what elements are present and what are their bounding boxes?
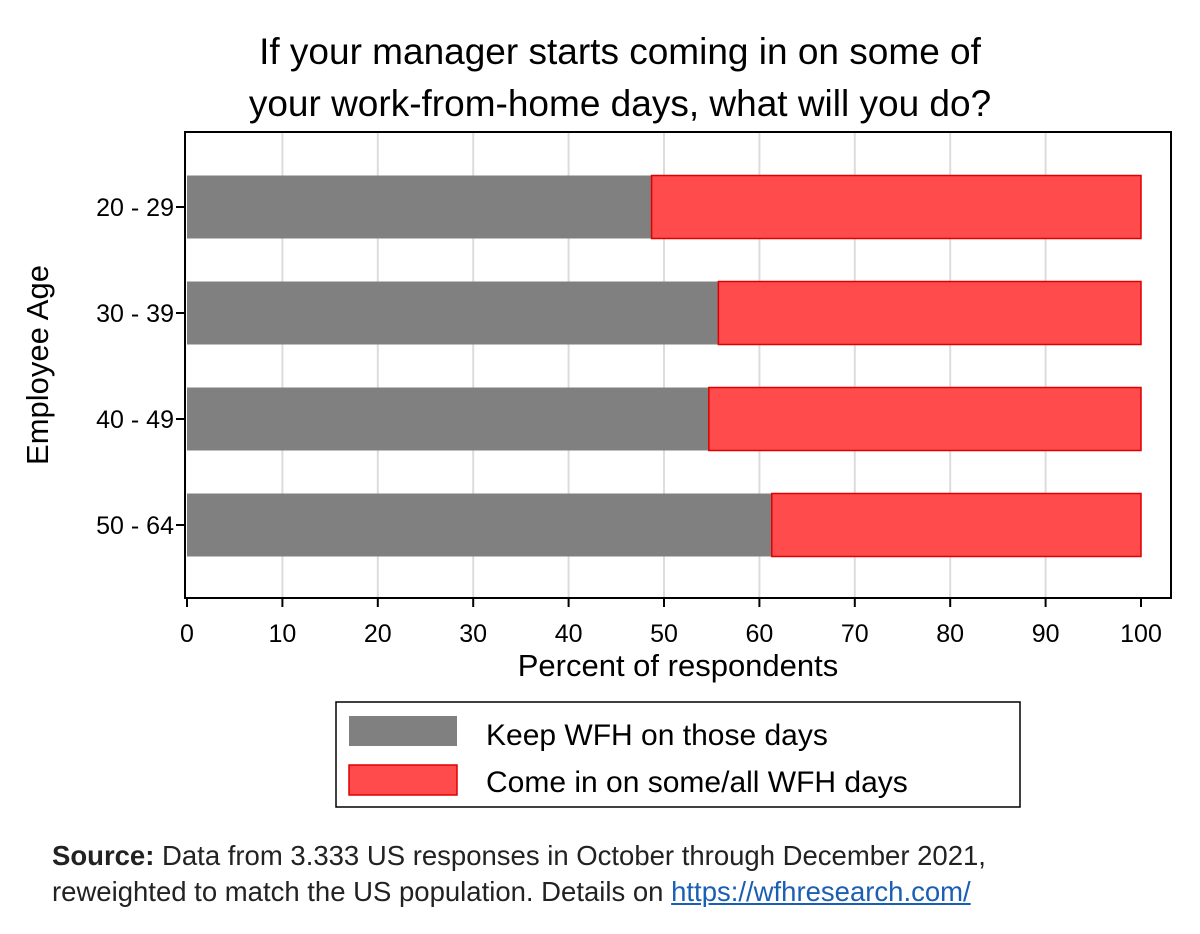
x-tick-label: 90: [1032, 620, 1060, 648]
legend-swatch-keep: [349, 716, 457, 746]
bar-keep-wfh: [187, 493, 772, 557]
x-tick-label: 30: [459, 620, 487, 648]
legend-label-come-in: Come in on some/all WFH days: [486, 766, 908, 799]
x-tick-label: 40: [555, 620, 583, 648]
x-tick-label: 70: [841, 620, 869, 648]
source-label: Source:: [52, 840, 155, 871]
x-tick-label: 50: [650, 620, 678, 648]
y-tick-label: 30 - 39: [96, 300, 174, 328]
x-tick-label: 60: [745, 620, 773, 648]
y-tick-label: 20 - 29: [96, 194, 174, 222]
x-axis: 0 10 20 30 40 50 60 70 80 90 100: [180, 598, 1162, 648]
bar-come-in: [717, 280, 1142, 346]
x-tick-label: 100: [1120, 620, 1162, 648]
y-tick-label: 40 - 49: [96, 406, 174, 434]
chart-title: If your manager starts coming in on some…: [249, 31, 991, 124]
x-tick-label: 0: [180, 620, 194, 648]
bar-keep-wfh: [187, 281, 719, 345]
source-text-2: reweighted to match the US population. D…: [52, 876, 672, 907]
legend-swatch-come-in: [348, 764, 458, 796]
plot-frame: [184, 131, 1172, 599]
y-axis-label: Employee Age: [20, 265, 55, 465]
bar-keep-wfh: [187, 175, 652, 239]
title-line-2: your work-from-home days, what will you …: [249, 83, 991, 124]
x-tick-label: 10: [268, 620, 296, 648]
y-tick-label: 50 - 64: [96, 512, 174, 540]
bar-come-in: [650, 174, 1142, 240]
x-tick-label: 80: [936, 620, 964, 648]
x-axis-label: Percent of respondents: [518, 648, 839, 683]
source-link[interactable]: https://wfhresearch.com/: [671, 876, 971, 907]
y-axis: 20 - 29 30 - 39 40 - 49 50 - 64: [96, 194, 185, 540]
chart: If your manager starts coming in on some…: [20, 31, 1172, 808]
source-text-1: Data from 3.333 US responses in October …: [154, 840, 986, 871]
bars: [187, 174, 1142, 558]
legend-label-keep: Keep WFH on those days: [486, 719, 828, 752]
title-line-1: If your manager starts coming in on some…: [259, 31, 982, 72]
bar-come-in: [708, 386, 1142, 452]
x-tick-label: 20: [364, 620, 392, 648]
legend: Keep WFH on those days Come in on some/a…: [335, 701, 1021, 808]
bar-keep-wfh: [187, 387, 709, 451]
source-note: Source: Data from 3.333 US responses in …: [52, 838, 1172, 910]
bar-come-in: [771, 492, 1142, 558]
